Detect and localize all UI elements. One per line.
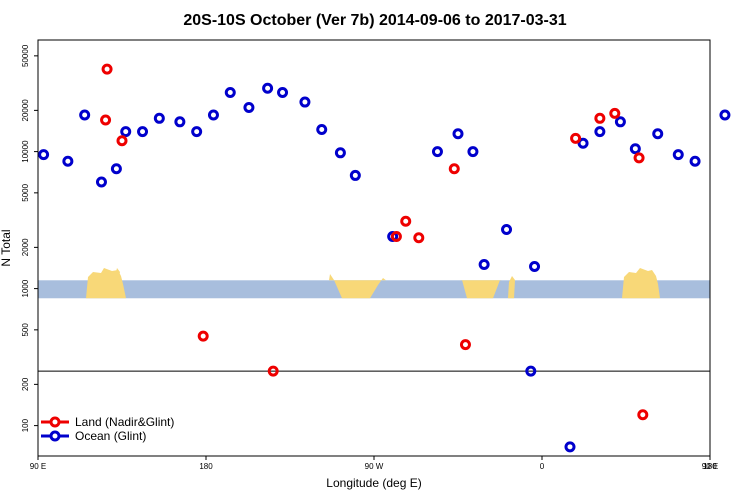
ocean-point (95, 176, 107, 188)
x-axis-label: Longitude (deg E) (326, 476, 421, 490)
ocean-point (672, 149, 684, 161)
ocean-point (629, 143, 641, 155)
legend-marker-ocean (49, 430, 61, 442)
legend-label-ocean: Ocean (Glint) (75, 429, 146, 443)
ocean-point (137, 126, 149, 138)
x-tick-label: 0 (540, 462, 545, 471)
ocean-point (529, 260, 541, 272)
ocean-point (452, 128, 464, 140)
ocean-point (564, 441, 576, 453)
ocean-point (191, 126, 203, 138)
map-land-shape (622, 268, 660, 299)
map-land-shape (508, 276, 515, 299)
ocean-point (262, 82, 274, 94)
ocean-point (525, 365, 537, 377)
land-point (633, 152, 645, 164)
ocean-point (614, 116, 626, 128)
land-point (594, 112, 606, 124)
land-point (390, 231, 402, 243)
chart-title: 20S-10S October (Ver 7b) 2014-09-06 to 2… (183, 12, 566, 29)
y-tick-label: 100 (21, 418, 30, 432)
legend-label-land: Land (Nadir&Glint) (75, 415, 174, 429)
map-land-shape (329, 274, 386, 299)
x-tick-label: 90 E (702, 462, 718, 471)
ocean-point (174, 116, 186, 128)
ocean-point (478, 258, 490, 270)
ocean-point (153, 112, 165, 124)
y-tick-label: 2000 (21, 238, 30, 256)
land-point (267, 365, 279, 377)
plot-frame (37, 39, 711, 457)
land-point (609, 107, 621, 119)
land-point (459, 339, 471, 351)
ocean-point (652, 128, 664, 140)
ocean-point (243, 101, 255, 113)
ocean-point (110, 163, 122, 175)
x-tick-label: 180 (703, 462, 717, 471)
ocean-point (62, 155, 74, 167)
ocean-point (38, 149, 50, 161)
ocean-point (594, 126, 606, 138)
y-tick-label: 5000 (21, 183, 30, 201)
ocean-point (689, 155, 701, 167)
land-point (637, 409, 649, 421)
ocean-point (501, 224, 513, 236)
ocean-point (467, 146, 479, 158)
legend: Land (Nadir&Glint)Ocean (Glint) (41, 415, 174, 443)
ocean-point (431, 146, 443, 158)
land-point (400, 215, 412, 227)
map-strip (38, 268, 710, 299)
y-axis-label: N Total (0, 229, 13, 266)
y-tick-label: 1000 (21, 279, 30, 297)
ocean-point (277, 87, 289, 99)
land-point (570, 132, 582, 144)
ocean-point (334, 147, 346, 159)
y-tick-label: 500 (21, 323, 30, 337)
land-point (197, 330, 209, 342)
ocean-point (299, 96, 311, 108)
map-land-shape (116, 268, 120, 276)
y-tick-label: 50000 (21, 44, 30, 67)
land-point (116, 135, 128, 147)
ocean-point (79, 109, 91, 121)
ocean-point (577, 137, 589, 149)
x-tick-label: 90 E (30, 462, 46, 471)
land-point (101, 63, 113, 75)
y-tick-label: 200 (21, 377, 30, 391)
y-tick-label: 20000 (21, 99, 30, 122)
ocean-point (719, 109, 731, 121)
ocean-point (120, 126, 132, 138)
x-tick-label: 90 W (365, 462, 384, 471)
ocean-point (207, 109, 219, 121)
land-point (448, 163, 460, 175)
ocean-point (316, 123, 328, 135)
ocean-point (224, 87, 236, 99)
land-point (100, 114, 112, 126)
land-point (413, 232, 425, 244)
map-land-shape (86, 268, 126, 299)
ocean-point (349, 169, 361, 181)
x-tick-label: 180 (199, 462, 213, 471)
y-axis: 100 200 500 1000 2000 5000 10000 20000 50000 (21, 44, 38, 432)
series-ocean (38, 82, 731, 453)
legend-marker-land (49, 416, 61, 428)
series-land (100, 63, 649, 421)
y-tick-label: 10000 (21, 140, 30, 163)
map-land-shape (460, 280, 502, 299)
